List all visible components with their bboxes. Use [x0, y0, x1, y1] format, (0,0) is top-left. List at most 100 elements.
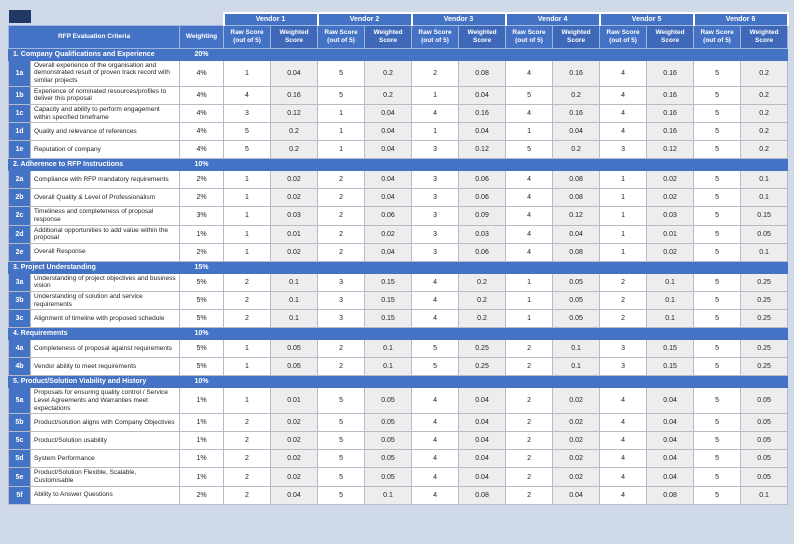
weighted-score-cell[interactable]: 0.06 [364, 206, 413, 226]
raw-score-cell[interactable]: 2 [411, 59, 460, 87]
raw-score-cell[interactable]: 4 [599, 122, 648, 142]
raw-score-cell[interactable]: 4 [223, 85, 271, 105]
weighted-score-cell[interactable]: 0.05 [740, 224, 789, 244]
raw-score-cell[interactable]: 2 [223, 272, 271, 293]
raw-score-cell[interactable]: 4 [505, 170, 554, 190]
weighted-score-cell[interactable]: 0.2 [364, 85, 413, 105]
weighted-score-cell[interactable]: 0.1 [269, 272, 319, 293]
raw-score-cell[interactable]: 1 [223, 170, 271, 190]
raw-score-cell[interactable]: 2 [505, 485, 554, 505]
raw-score-cell[interactable]: 5 [693, 413, 742, 433]
raw-score-cell[interactable]: 5 [693, 224, 742, 244]
raw-score-cell[interactable]: 5 [693, 206, 742, 226]
raw-score-cell[interactable]: 5 [693, 59, 742, 87]
weighted-score-cell[interactable]: 0.04 [458, 122, 507, 142]
weighted-score-cell[interactable]: 0.16 [458, 103, 507, 124]
weighted-score-cell[interactable]: 0.04 [646, 413, 695, 433]
raw-score-cell[interactable]: 5 [317, 413, 366, 433]
raw-score-cell[interactable]: 4 [411, 431, 460, 451]
raw-score-cell[interactable]: 4 [505, 224, 554, 244]
raw-score-cell[interactable]: 3 [599, 140, 648, 160]
raw-score-cell[interactable]: 5 [223, 140, 271, 160]
weighted-score-cell[interactable]: 0.16 [552, 103, 601, 124]
raw-score-cell[interactable]: 3 [411, 242, 460, 262]
raw-score-cell[interactable]: 3 [223, 103, 271, 124]
raw-score-cell[interactable]: 3 [317, 291, 366, 311]
raw-score-cell[interactable]: 1 [505, 291, 554, 311]
criteria-description[interactable]: System Performance [30, 449, 180, 469]
raw-score-cell[interactable]: 2 [223, 309, 271, 329]
weighted-score-cell[interactable]: 0.02 [269, 467, 319, 487]
raw-score-cell[interactable]: 5 [411, 339, 460, 359]
raw-score-cell[interactable]: 5 [693, 309, 742, 329]
raw-score-cell[interactable]: 5 [693, 431, 742, 451]
weighted-score-cell[interactable]: 0.12 [552, 206, 601, 226]
weighted-score-cell[interactable]: 0.03 [458, 224, 507, 244]
weighted-score-cell[interactable]: 0.1 [269, 291, 319, 311]
weighted-score-cell[interactable]: 0.05 [740, 387, 789, 415]
raw-score-cell[interactable]: 5 [693, 85, 742, 105]
raw-score-cell[interactable]: 5 [693, 122, 742, 142]
weighted-score-cell[interactable]: 0.01 [269, 387, 319, 415]
criteria-description[interactable]: Timeliness and completeness of proposal … [30, 206, 180, 226]
weighted-score-cell[interactable]: 0.25 [740, 272, 789, 293]
raw-score-cell[interactable]: 5 [317, 449, 366, 469]
raw-score-cell[interactable]: 1 [317, 122, 366, 142]
weighted-score-cell[interactable]: 0.2 [458, 291, 507, 311]
weighted-score-cell[interactable]: 0.1 [552, 339, 601, 359]
weighted-score-cell[interactable]: 0.02 [552, 449, 601, 469]
raw-score-cell[interactable]: 5 [693, 449, 742, 469]
weighted-score-cell[interactable]: 0.1 [269, 309, 319, 329]
weighted-score-cell[interactable]: 0.16 [552, 59, 601, 87]
weighted-score-cell[interactable]: 0.1 [364, 485, 413, 505]
weighted-score-cell[interactable]: 0.05 [364, 387, 413, 415]
raw-score-cell[interactable]: 4 [411, 413, 460, 433]
criteria-description[interactable]: Product/Solution Flexible, Scalable, Cus… [30, 467, 180, 487]
criteria-description[interactable]: Vendor ability to meet requirements [30, 357, 180, 377]
weighted-score-cell[interactable]: 0.05 [740, 413, 789, 433]
weighted-score-cell[interactable]: 0.06 [458, 170, 507, 190]
raw-score-cell[interactable]: 3 [411, 170, 460, 190]
weighted-score-cell[interactable]: 0.04 [646, 431, 695, 451]
raw-score-cell[interactable]: 1 [223, 59, 271, 87]
raw-score-cell[interactable]: 1 [505, 309, 554, 329]
raw-score-cell[interactable]: 3 [411, 188, 460, 208]
weighted-score-cell[interactable]: 0.02 [552, 413, 601, 433]
raw-score-cell[interactable]: 4 [599, 431, 648, 451]
weighted-score-cell[interactable]: 0.25 [740, 309, 789, 329]
raw-score-cell[interactable]: 1 [317, 103, 366, 124]
raw-score-cell[interactable]: 3 [411, 206, 460, 226]
weighted-score-cell[interactable]: 0.25 [458, 357, 507, 377]
weighted-score-cell[interactable]: 0.1 [740, 170, 789, 190]
weighted-score-cell[interactable]: 0.02 [364, 224, 413, 244]
raw-score-cell[interactable]: 5 [693, 387, 742, 415]
weighting-value[interactable]: 4% [179, 103, 224, 124]
criteria-description[interactable]: Understanding of project objectives and … [30, 272, 180, 293]
weighted-score-cell[interactable]: 0.04 [552, 224, 601, 244]
raw-score-cell[interactable]: 4 [599, 387, 648, 415]
raw-score-cell[interactable]: 5 [693, 103, 742, 124]
weighted-score-cell[interactable]: 0.25 [740, 357, 789, 377]
weighted-score-cell[interactable]: 0.1 [646, 309, 695, 329]
weighted-score-cell[interactable]: 0.2 [740, 85, 789, 105]
raw-score-cell[interactable]: 5 [693, 170, 742, 190]
weighted-score-cell[interactable]: 0.05 [364, 413, 413, 433]
weighted-score-cell[interactable]: 0.05 [269, 357, 319, 377]
raw-score-cell[interactable]: 1 [599, 224, 648, 244]
weighted-score-cell[interactable]: 0.02 [269, 242, 319, 262]
weighted-score-cell[interactable]: 0.12 [458, 140, 507, 160]
weighted-score-cell[interactable]: 0.04 [458, 467, 507, 487]
weighted-score-cell[interactable]: 0.2 [740, 59, 789, 87]
weighted-score-cell[interactable]: 0.16 [269, 85, 319, 105]
weighted-score-cell[interactable]: 0.04 [364, 122, 413, 142]
criteria-description[interactable]: Product/solution aligns with Company Obj… [30, 413, 180, 433]
weighted-score-cell[interactable]: 0.12 [269, 103, 319, 124]
weighted-score-cell[interactable]: 0.2 [552, 140, 601, 160]
raw-score-cell[interactable]: 2 [317, 170, 366, 190]
weighted-score-cell[interactable]: 0.02 [269, 449, 319, 469]
weighting-value[interactable]: 1% [179, 449, 224, 469]
raw-score-cell[interactable]: 5 [693, 291, 742, 311]
weighted-score-cell[interactable]: 0.05 [552, 309, 601, 329]
raw-score-cell[interactable]: 5 [693, 140, 742, 160]
raw-score-cell[interactable]: 2 [317, 224, 366, 244]
